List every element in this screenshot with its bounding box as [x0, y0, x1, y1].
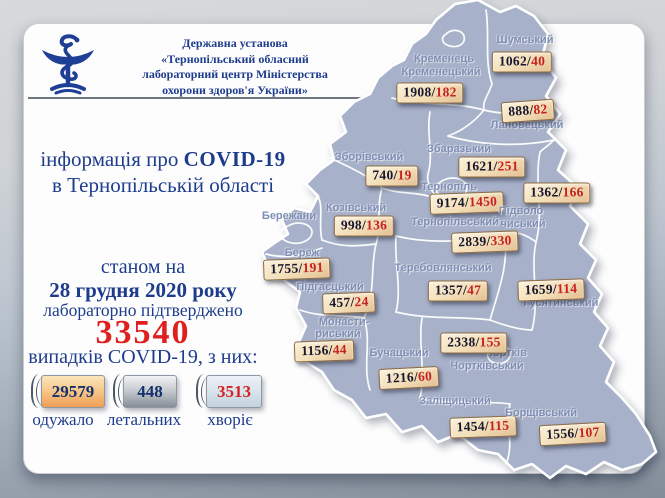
org-line: лабораторний центр Міністерства — [142, 67, 328, 81]
org-line: охорони здоров'я України» — [162, 82, 308, 97]
deaths-count: 448 — [137, 382, 163, 401]
recovered-count: 29579 — [51, 382, 95, 401]
confirmed-total: 33540 — [95, 314, 191, 351]
covid-keyword: COVID-19 — [183, 147, 286, 171]
org-line: «Тернопільський обласний — [161, 51, 309, 66]
org-name-block: Державна установа «Тернопільський обласн… — [104, 36, 366, 98]
info-title-line2: в Тернопільській області — [51, 173, 275, 197]
stat-active-box: 3513 — [196, 373, 262, 409]
deaths-label: летальних — [106, 410, 182, 429]
stat-recovered-box: 29579 — [31, 373, 105, 409]
org-line: Державна установа — [182, 36, 288, 50]
cases-label: випадків COVID-19, з них: — [28, 346, 258, 368]
confirmed-label: лабораторно підтверджено — [43, 300, 243, 320]
bowl-of-hygieia-logo — [42, 34, 94, 95]
info-title-line1: інформація про COVID-19 — [8, 147, 318, 172]
info-title-prefix: інформація про — [40, 147, 184, 171]
active-label: хворіє — [207, 410, 253, 429]
stat-deaths-box: 448 — [113, 373, 177, 409]
asof-label: станом на — [100, 256, 186, 278]
active-count: 3513 — [217, 382, 251, 401]
asof-date: 28 грудня 2020 року — [49, 278, 237, 302]
recovered-label: одужало — [32, 410, 94, 429]
header-divider — [28, 97, 392, 99]
